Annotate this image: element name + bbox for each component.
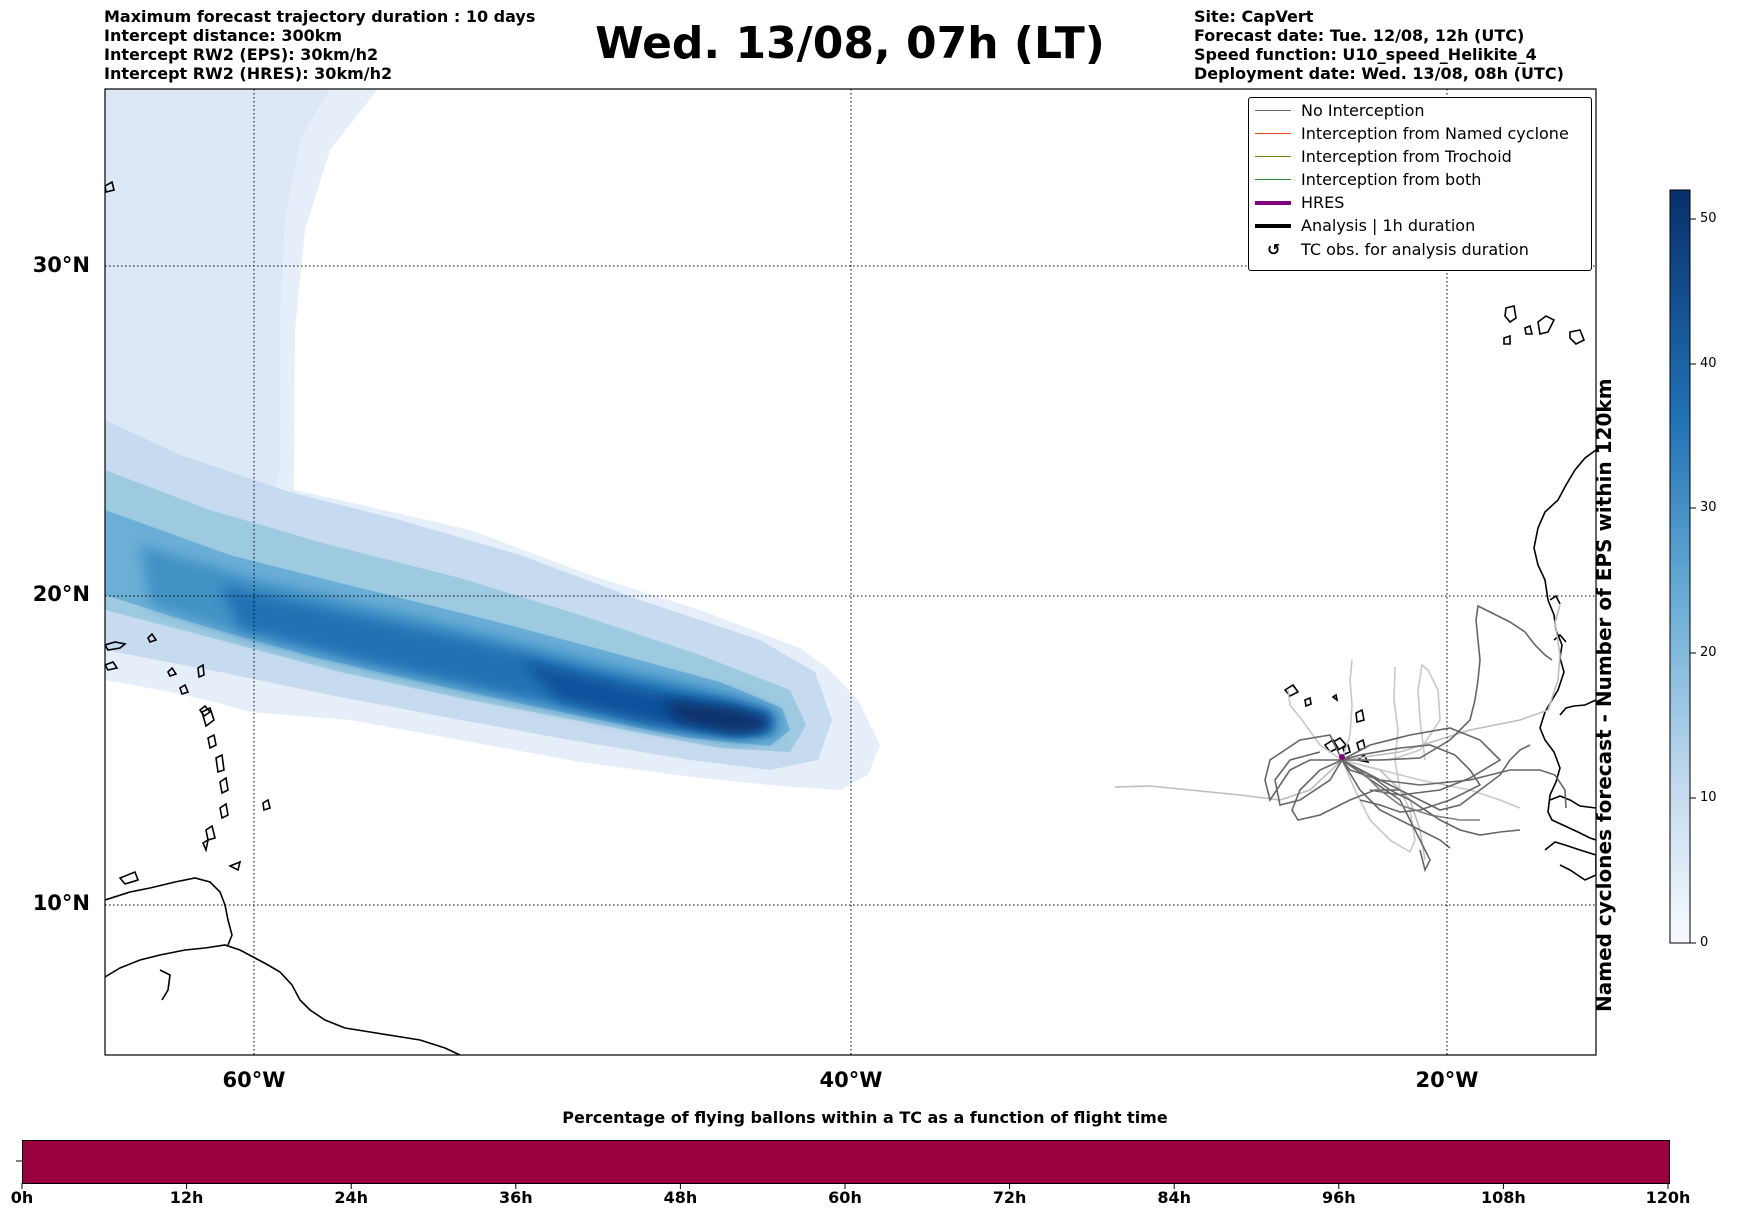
legend-label: No Interception [1301, 100, 1425, 122]
legend: No Interception Interception from Named … [1248, 97, 1592, 271]
legend-item: Interception from both [1249, 169, 1591, 191]
legend-label: Analysis | 1h duration [1301, 215, 1475, 237]
lon-label: 20°W [1387, 1068, 1507, 1092]
legend-swatch [1255, 110, 1291, 111]
colorbar-tick-label: 10 [1700, 790, 1717, 805]
legend-label: HRES [1301, 192, 1344, 214]
percentage-tick-label: 108h [1473, 1188, 1533, 1207]
colorbar-tick-label: 30 [1700, 500, 1717, 515]
cyclone-density-field [105, 89, 880, 790]
percentage-tick-label: 120h [1638, 1188, 1698, 1207]
legend-swatch [1255, 179, 1291, 180]
lat-label: 30°N [20, 253, 90, 277]
legend-item: Interception from Named cyclone [1249, 123, 1591, 145]
percentage-bar [22, 1140, 1670, 1184]
legend-swatch [1255, 201, 1291, 205]
legend-label: Interception from Named cyclone [1301, 123, 1569, 145]
site-marker [1339, 754, 1345, 760]
lat-label: 20°N [20, 582, 90, 606]
percentage-tick-label: 12h [157, 1188, 217, 1207]
legend-item: ↺ TC obs. for analysis duration [1249, 239, 1591, 261]
percentage-tick-label: 96h [1309, 1188, 1369, 1207]
colorbar-tick-label: 0 [1700, 935, 1708, 950]
legend-label: TC obs. for analysis duration [1301, 239, 1529, 261]
colorbar [1670, 190, 1690, 943]
percentage-tick-label: 48h [650, 1188, 710, 1207]
colorbar-ticks [1690, 219, 1696, 943]
legend-swatch [1255, 224, 1291, 228]
percentage-tick-label: 0h [0, 1188, 52, 1207]
lon-label: 40°W [791, 1068, 911, 1092]
cyclone-icon: ↺ [1267, 240, 1280, 259]
colorbar-tick-label: 40 [1700, 356, 1717, 371]
percentage-bar-title: Percentage of flying ballons within a TC… [0, 1108, 1730, 1127]
percentage-tick-label: 24h [321, 1188, 381, 1207]
legend-item: HRES [1249, 192, 1591, 214]
legend-item: No Interception [1249, 100, 1591, 122]
colorbar-label: Named cyclones forecast - Number of EPS … [1592, 402, 1616, 1012]
percentage-tick-label: 36h [486, 1188, 546, 1207]
legend-label: Interception from both [1301, 169, 1481, 191]
legend-swatch [1255, 156, 1291, 157]
lat-label: 10°N [20, 891, 90, 915]
percentage-tick-label: 72h [980, 1188, 1040, 1207]
percentage-tick-label: 60h [815, 1188, 875, 1207]
colorbar-tick-label: 50 [1700, 211, 1717, 226]
legend-label: Interception from Trochoid [1301, 146, 1512, 168]
lon-label: 60°W [194, 1068, 314, 1092]
colorbar-tick-label: 20 [1700, 645, 1717, 660]
percentage-tick-label: 84h [1144, 1188, 1204, 1207]
legend-item: Analysis | 1h duration [1249, 215, 1591, 237]
legend-item: Interception from Trochoid [1249, 146, 1591, 168]
legend-swatch [1255, 133, 1291, 134]
